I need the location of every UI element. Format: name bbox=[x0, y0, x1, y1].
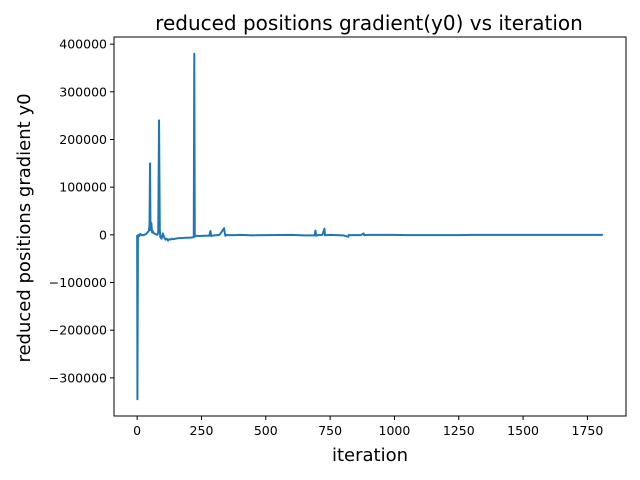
x-tick-label: 0 bbox=[133, 423, 141, 438]
y-axis-label: reduced positions gradient y0 bbox=[14, 93, 35, 362]
y-tick-label: −200000 bbox=[49, 323, 107, 338]
x-tick-label: 1500 bbox=[507, 423, 539, 438]
plot-area bbox=[136, 52, 603, 401]
chart-title: reduced positions gradient(y0) vs iterat… bbox=[155, 11, 583, 35]
x-tick-label: 1250 bbox=[443, 423, 475, 438]
y-axis: −300000 −200000 −100000 0 100000 200000 300000… bbox=[49, 37, 114, 385]
series-line-0 bbox=[136, 52, 603, 401]
y-tick-label: 300000 bbox=[59, 84, 107, 99]
y-tick-label: −300000 bbox=[49, 370, 107, 385]
y-tick-label: −100000 bbox=[49, 275, 107, 290]
y-tick-label: 100000 bbox=[59, 180, 107, 195]
x-axis: 0 250 500 750 1000 1250 1500 1750 bbox=[133, 416, 603, 438]
plot-frame bbox=[113, 36, 627, 417]
x-tick-label: 1000 bbox=[379, 423, 411, 438]
x-tick-label: 500 bbox=[254, 423, 278, 438]
x-tick-label: 1750 bbox=[572, 423, 604, 438]
x-tick-label: 250 bbox=[190, 423, 214, 438]
x-tick-label: 750 bbox=[318, 423, 342, 438]
y-tick-label: 200000 bbox=[59, 132, 107, 147]
y-tick-label: 400000 bbox=[59, 37, 107, 52]
y-tick-label: 0 bbox=[99, 227, 107, 242]
x-axis-label: iteration bbox=[332, 445, 408, 466]
